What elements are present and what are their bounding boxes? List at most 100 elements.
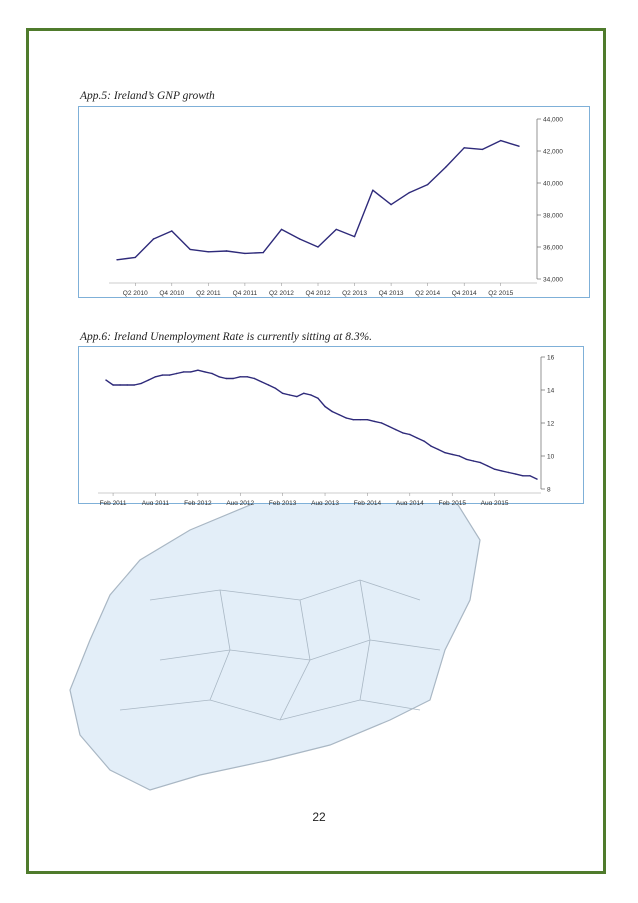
page-border xyxy=(26,28,606,874)
data-point xyxy=(518,145,520,147)
data-point xyxy=(190,371,192,373)
data-point xyxy=(161,374,164,376)
data-point xyxy=(508,471,510,474)
data-point xyxy=(218,376,220,378)
data-point xyxy=(168,374,171,376)
page-number: 22 xyxy=(312,810,326,824)
data-point xyxy=(281,392,284,394)
data-point xyxy=(426,183,429,186)
data-point xyxy=(140,382,142,385)
gnp-chart-svg: 44,000 42,000 40,000 38,000 36,000 34,000 Q2 2… xyxy=(109,116,563,297)
unemployment-caption: App.6: Ireland Unemployment Rate is curr… xyxy=(80,331,373,343)
data-point xyxy=(112,384,114,386)
data-point xyxy=(472,460,475,462)
data-point xyxy=(253,377,256,380)
data-point xyxy=(465,458,467,460)
data-point xyxy=(296,395,298,398)
x-tick-label: Q4 2013 xyxy=(379,290,404,297)
y-tick-label: 38,000 xyxy=(543,212,563,219)
data-point xyxy=(338,414,340,416)
x-tick-label: Aug 2014 xyxy=(396,500,424,505)
data-point xyxy=(501,470,503,472)
data-point xyxy=(154,376,157,378)
x-tick-label: Aug 2012 xyxy=(226,500,254,505)
data-point xyxy=(409,433,411,436)
data-point xyxy=(152,238,155,240)
x-tick-label: Aug 2013 xyxy=(311,500,339,505)
data-point xyxy=(171,230,173,232)
data-point xyxy=(331,410,333,413)
data-point xyxy=(260,381,263,383)
x-tick-label: Q2 2014 xyxy=(415,290,440,297)
data-point xyxy=(373,420,376,423)
x-tick-label: Feb 2011 xyxy=(100,500,127,505)
x-tick-label: Q2 2015 xyxy=(488,290,513,297)
data-point xyxy=(225,377,227,380)
data-point xyxy=(493,468,496,470)
x-tick-label: Feb 2013 xyxy=(269,500,297,505)
data-point xyxy=(289,394,291,396)
data-point xyxy=(500,139,502,142)
x-tick-label: Q4 2014 xyxy=(452,290,477,297)
x-tick-label: Q2 2012 xyxy=(269,290,294,297)
y-tick-label: 42,000 xyxy=(543,148,563,155)
x-tick-label: Aug 2015 xyxy=(481,500,509,505)
data-point xyxy=(486,465,489,467)
data-point xyxy=(451,453,453,456)
data-point xyxy=(463,147,465,149)
data-point xyxy=(126,384,128,386)
series-line xyxy=(116,139,520,261)
data-point xyxy=(303,392,305,394)
data-point xyxy=(444,452,446,454)
data-point xyxy=(317,397,319,399)
data-point xyxy=(335,228,337,231)
data-point xyxy=(119,384,121,386)
y-tick-label: 36,000 xyxy=(543,244,563,251)
data-point xyxy=(345,417,347,419)
data-point xyxy=(225,250,228,252)
data-point xyxy=(372,189,374,191)
data-point xyxy=(189,248,191,251)
x-tick-label: Q2 2013 xyxy=(342,290,367,297)
data-point xyxy=(134,256,136,259)
data-point xyxy=(324,405,326,408)
data-point xyxy=(133,384,135,386)
data-point xyxy=(207,251,210,253)
data-point xyxy=(536,478,538,480)
data-point xyxy=(395,428,397,431)
unemployment-chart: 16 14 12 10 8 Feb 2011 Aug 2011 Feb 2012 Aug 201… xyxy=(78,346,584,505)
data-point xyxy=(147,379,150,381)
unemployment-chart-svg: 16 14 12 10 8 Feb 2011 Aug 2011 Feb 2012 Aug 201… xyxy=(98,354,555,505)
data-point xyxy=(274,387,277,390)
gnp-chart: 44,000 42,000 40,000 38,000 36,000 34,000 Q2 2… xyxy=(78,106,590,298)
x-tick-label: Feb 2014 xyxy=(354,500,382,505)
data-point xyxy=(352,419,354,421)
data-point xyxy=(353,235,356,238)
x-tick-label: Feb 2012 xyxy=(184,500,212,505)
data-point xyxy=(522,475,524,477)
y-tick-label: 8 xyxy=(547,486,551,493)
data-point xyxy=(408,191,411,194)
county-borders xyxy=(119,579,441,721)
data-point xyxy=(244,252,246,255)
data-point xyxy=(204,371,206,373)
x-tick-label: Q4 2012 xyxy=(306,290,331,297)
data-point xyxy=(458,455,460,457)
data-point xyxy=(445,166,447,168)
data-point xyxy=(239,376,241,378)
data-point xyxy=(116,259,118,261)
data-point xyxy=(402,432,404,434)
data-point xyxy=(317,246,319,248)
data-point xyxy=(390,203,392,206)
data-point xyxy=(529,475,531,477)
data-point xyxy=(437,448,439,451)
y-tick-label: 12 xyxy=(547,420,555,427)
x-tick-label: Q4 2011 xyxy=(233,290,258,297)
data-point xyxy=(310,394,312,396)
gnp-caption: App.5: Ireland’s GNP growth xyxy=(80,90,215,102)
y-tick-label: 16 xyxy=(547,354,555,361)
data-point xyxy=(515,473,517,475)
data-point xyxy=(423,440,425,442)
data-point xyxy=(105,379,107,381)
